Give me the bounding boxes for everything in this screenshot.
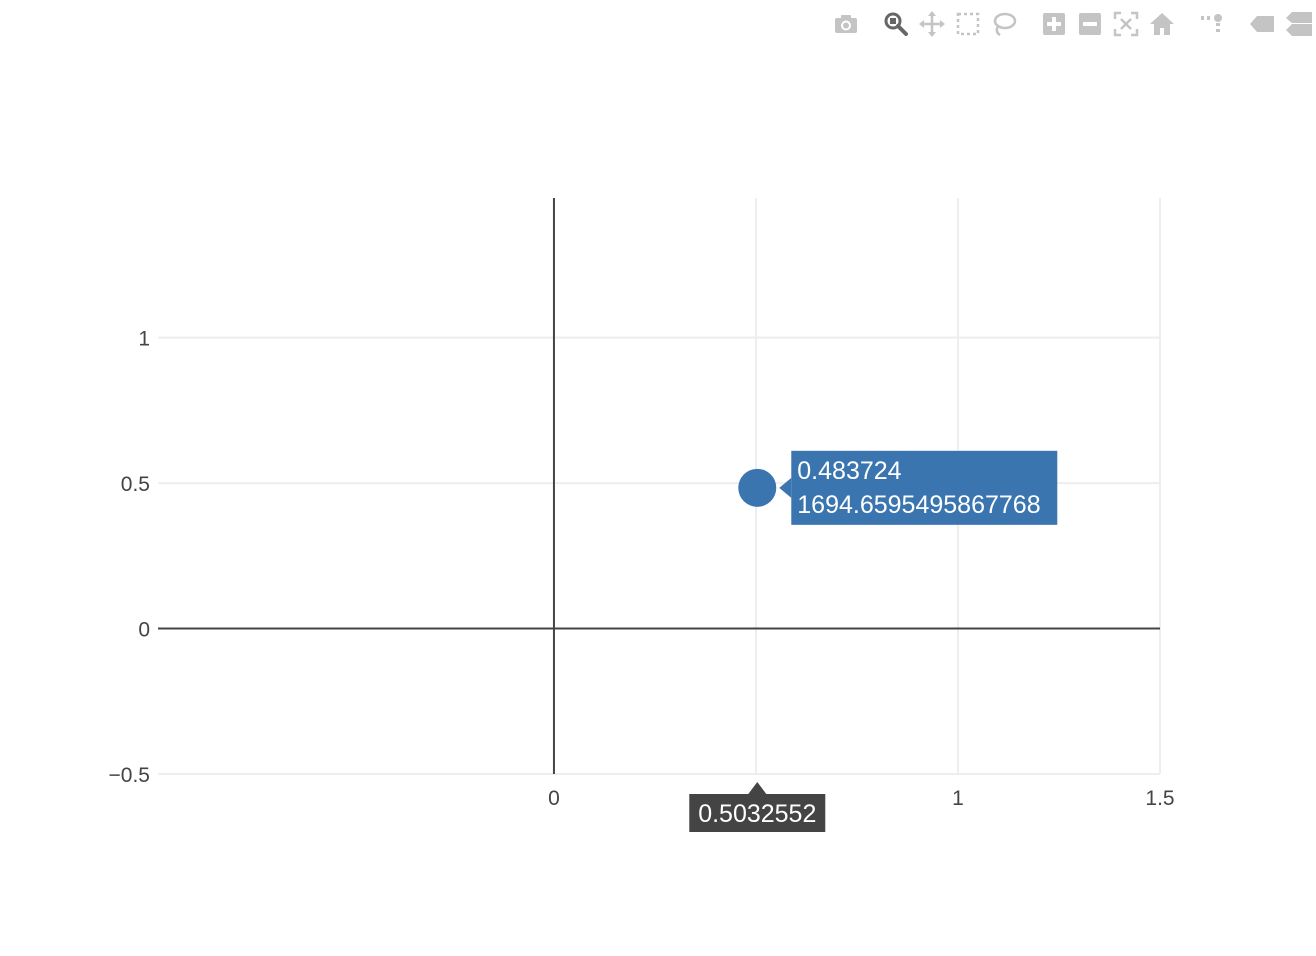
- x-tick-label: 1.5: [1145, 787, 1174, 810]
- zoom-in-icon: [1043, 13, 1065, 35]
- y-tick-label: 1: [138, 328, 150, 351]
- y-tick-label: −0.5: [109, 764, 150, 787]
- y-tick-label: 0.5: [121, 473, 150, 496]
- modebar-group: [1036, 6, 1180, 42]
- x-tick-label: 1: [952, 787, 964, 810]
- autoscale-button[interactable]: [1108, 6, 1144, 42]
- hover-label-pointer: [779, 477, 792, 498]
- spike-lines-icon: [1201, 14, 1222, 32]
- zero-lines: [158, 198, 1160, 774]
- tick-labels: 0 1 1.5 −0.5 0 0.5 1: [109, 328, 1175, 810]
- hover-compare-button[interactable]: [1280, 6, 1316, 42]
- hover-label-box: [791, 450, 1058, 525]
- axis-hover-pointer: [748, 782, 767, 794]
- zoom-out-button[interactable]: [1072, 6, 1108, 42]
- camera-button[interactable]: [828, 6, 864, 42]
- hover-closest-button[interactable]: [1244, 6, 1280, 42]
- box-select-icon: [956, 12, 980, 36]
- autoscale-icon: [1113, 11, 1139, 37]
- zoom-out-icon: [1079, 13, 1101, 35]
- camera-icon: [835, 15, 857, 33]
- hover-label-text: 1694.6595495867768: [797, 491, 1040, 519]
- axis-hover-text: 0.5032552: [698, 800, 816, 828]
- lasso-select-icon: [993, 12, 1017, 37]
- modebar-group: [1244, 6, 1316, 42]
- hover-compare-icon: [1286, 12, 1312, 36]
- spike-lines-button[interactable]: [1194, 6, 1230, 42]
- hover-labels: 0.483724 1694.6595495867768 0.5032552: [689, 450, 1058, 832]
- modebar: [814, 6, 1316, 42]
- lasso-select-button[interactable]: [986, 6, 1022, 42]
- modebar-group: [1194, 6, 1230, 42]
- grid-lines: [158, 198, 1161, 775]
- zoom-button[interactable]: [878, 6, 914, 42]
- zoom-icon: [884, 12, 908, 36]
- modebar-group: [878, 6, 1022, 42]
- box-select-button[interactable]: [950, 6, 986, 42]
- modebar-group: [828, 6, 864, 42]
- zoom-in-button[interactable]: [1036, 6, 1072, 42]
- pan-button[interactable]: [914, 6, 950, 42]
- home-button[interactable]: [1144, 6, 1180, 42]
- hover-label-text: 0.483724: [797, 457, 901, 485]
- x-tick-label: 0: [548, 787, 560, 810]
- data-points: [738, 468, 777, 507]
- y-tick-label: 0: [138, 619, 150, 642]
- axis-hover-box: [689, 794, 826, 832]
- data-point: [738, 468, 777, 507]
- hover-closest-icon: [1250, 16, 1274, 32]
- home-icon: [1150, 13, 1174, 35]
- pan-icon: [919, 11, 945, 37]
